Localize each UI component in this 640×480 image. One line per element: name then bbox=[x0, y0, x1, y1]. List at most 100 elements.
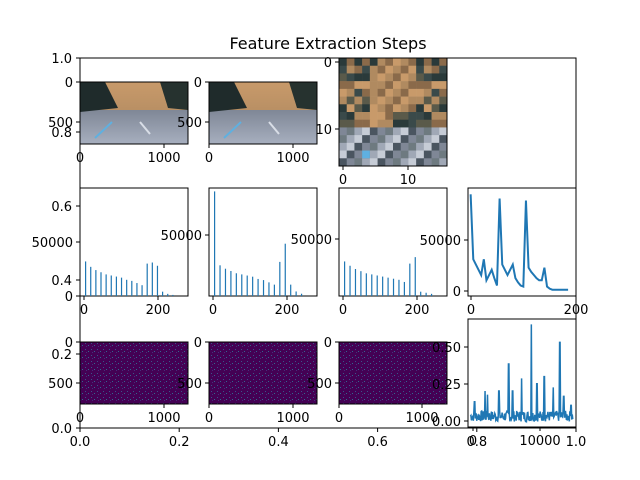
road-image-2-frame bbox=[208, 81, 318, 145]
x-tick-label: 10 bbox=[400, 173, 417, 188]
hist-1-bar bbox=[120, 277, 123, 296]
pixel-crop-cell bbox=[377, 158, 386, 167]
pixel-crop-cell bbox=[416, 127, 425, 136]
x-tick-label: 0 bbox=[76, 411, 84, 426]
pixel-crop-cell bbox=[362, 135, 371, 144]
hist-3-bar bbox=[430, 293, 433, 296]
pixel-crop-cell bbox=[354, 119, 363, 128]
hist-2-bar bbox=[279, 261, 281, 296]
x-tick-label: 10000 bbox=[519, 434, 560, 449]
pixel-crop-cell bbox=[416, 58, 425, 67]
x-tick-label: 0 bbox=[339, 303, 347, 318]
pixel-crop-cell bbox=[439, 158, 448, 167]
x-tick-label: 200 bbox=[564, 303, 589, 318]
pixel-crop-cell bbox=[369, 135, 378, 144]
y-tick-label: 500 bbox=[48, 377, 73, 392]
pixel-crop-cell bbox=[339, 96, 348, 105]
y-tick-label: 0.25 bbox=[432, 378, 461, 393]
pixel-crop-cell bbox=[423, 119, 432, 128]
pixel-crop-cell bbox=[393, 73, 402, 82]
pixel-crop-cell bbox=[393, 81, 402, 90]
pixel-crop-cell bbox=[400, 150, 409, 159]
pixel-crop-cell bbox=[346, 119, 355, 128]
hist-1-bar bbox=[105, 274, 107, 296]
pixel-crop-cell bbox=[400, 127, 409, 136]
outer-y-ticks: 0.0 0.2 0.4 0.6 0.8 1.0 bbox=[51, 52, 80, 437]
pixel-crop-cell bbox=[377, 112, 386, 121]
hist-2-bar bbox=[273, 284, 275, 296]
pixel-crop-cell bbox=[339, 88, 348, 97]
pixel-crop-cell bbox=[346, 65, 355, 74]
hist-1-bar bbox=[156, 265, 159, 296]
pixel-crop-cell bbox=[416, 73, 425, 82]
pixel-crop-cell bbox=[393, 104, 402, 113]
y-tick-label: 50000 bbox=[32, 236, 73, 251]
pixel-crop-cell bbox=[385, 81, 394, 90]
pixel-crop-cell bbox=[393, 158, 402, 167]
y-tick-label: 0 bbox=[65, 290, 73, 305]
pixel-crop-cell bbox=[393, 96, 402, 105]
pixel-crop-cell bbox=[377, 88, 386, 97]
pixel-crop-cell bbox=[377, 65, 386, 74]
y-tick-label: 0 bbox=[65, 336, 73, 351]
y-tick-label: 0 bbox=[194, 336, 202, 351]
pixel-crop-cell bbox=[385, 119, 394, 128]
x-tick-label: 0 bbox=[469, 434, 477, 449]
pixel-crop-cell bbox=[439, 119, 448, 128]
pixel-crop-cell bbox=[431, 73, 440, 82]
pixel-crop-cell bbox=[369, 119, 378, 128]
hist-2-bar bbox=[268, 282, 270, 296]
pixel-crop-cell bbox=[423, 112, 432, 121]
outer-x-tick-label: 0.0 bbox=[70, 435, 91, 450]
pixel-crop-cell bbox=[339, 81, 348, 90]
pixel-crop-cell bbox=[354, 81, 363, 90]
pixel-crop-cell bbox=[416, 158, 425, 167]
hist-1-bar bbox=[95, 270, 97, 296]
pixel-crop-cell bbox=[439, 127, 448, 136]
hist-line-series bbox=[469, 194, 569, 291]
pixel-crop-cell bbox=[416, 81, 425, 90]
pixel-crop-cell bbox=[423, 150, 432, 159]
pixel-crop-cell bbox=[362, 58, 371, 67]
hist-2-bar bbox=[257, 278, 259, 296]
pixel-crop-cell bbox=[431, 96, 440, 105]
pixel-crop-cell bbox=[346, 96, 355, 105]
pixel-crop-cell bbox=[416, 135, 425, 144]
pixel-crop-cell bbox=[354, 112, 363, 121]
pixel-crop-cell bbox=[416, 104, 425, 113]
road-image-1 bbox=[80, 82, 188, 144]
pixel-crop-cell bbox=[423, 104, 432, 113]
pixel-crop-cell bbox=[369, 58, 378, 67]
pixel-crop-cell bbox=[400, 158, 409, 167]
pixel-crop-cell bbox=[354, 127, 363, 136]
hist-line-frame bbox=[467, 187, 577, 297]
hist-3-bars bbox=[344, 257, 433, 296]
pixel-crop-cell bbox=[385, 58, 394, 67]
pixel-crop-cell bbox=[400, 65, 409, 74]
pixel-crop-cell bbox=[423, 73, 432, 82]
pixel-crop-cell bbox=[393, 142, 402, 151]
y-tick-label: 0.50 bbox=[432, 341, 461, 356]
hist-2-bar bbox=[295, 291, 297, 296]
y-tick-label: 500 bbox=[48, 116, 73, 131]
pixel-crop-cell bbox=[385, 112, 394, 121]
outer-y-tick-label: 0.2 bbox=[51, 348, 72, 363]
outer-x-ticks: 0.0 0.2 0.4 0.6 0.8 1.0 bbox=[70, 428, 586, 450]
pixel-crop-cell bbox=[354, 65, 363, 74]
pixel-crop-cell bbox=[439, 58, 448, 67]
hist-1-bar bbox=[136, 283, 138, 296]
pixel-crop-cell bbox=[423, 135, 432, 144]
pixel-crop-cell bbox=[354, 142, 363, 151]
outer-y-tick-label: 0.6 bbox=[51, 200, 72, 215]
pixel-crop-cell bbox=[423, 96, 432, 105]
hist-3-bar bbox=[354, 269, 357, 296]
hist-3-bar bbox=[344, 261, 346, 296]
pixel-crop-cell bbox=[377, 73, 386, 82]
pixel-crop-cell bbox=[408, 81, 417, 90]
pixel-crop-cell bbox=[385, 142, 394, 151]
hist-2-bar bbox=[224, 268, 227, 296]
hist-1-bar bbox=[110, 275, 112, 296]
pixel-crop-cell bbox=[431, 104, 440, 113]
x-tick-label: 1000 bbox=[276, 411, 309, 426]
pixel-crop-cell bbox=[346, 135, 355, 144]
